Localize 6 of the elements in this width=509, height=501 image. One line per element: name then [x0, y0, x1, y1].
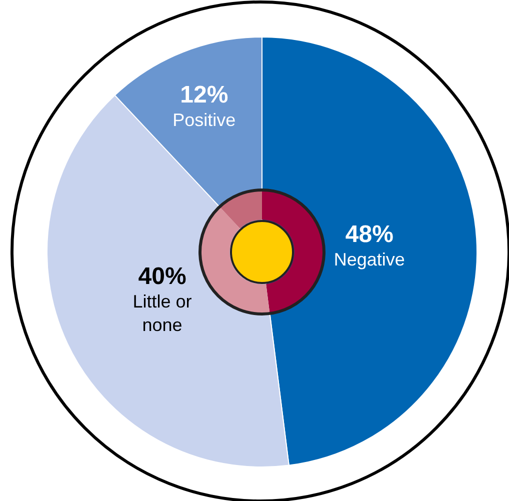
- slice-label: Negative: [334, 249, 405, 270]
- slice-label: Little or none: [132, 291, 192, 335]
- data-label: 48%: [345, 221, 394, 248]
- slice-label: Positive: [172, 110, 236, 130]
- data-label: 12%: [180, 82, 228, 109]
- data-label: 40%: [138, 263, 186, 290]
